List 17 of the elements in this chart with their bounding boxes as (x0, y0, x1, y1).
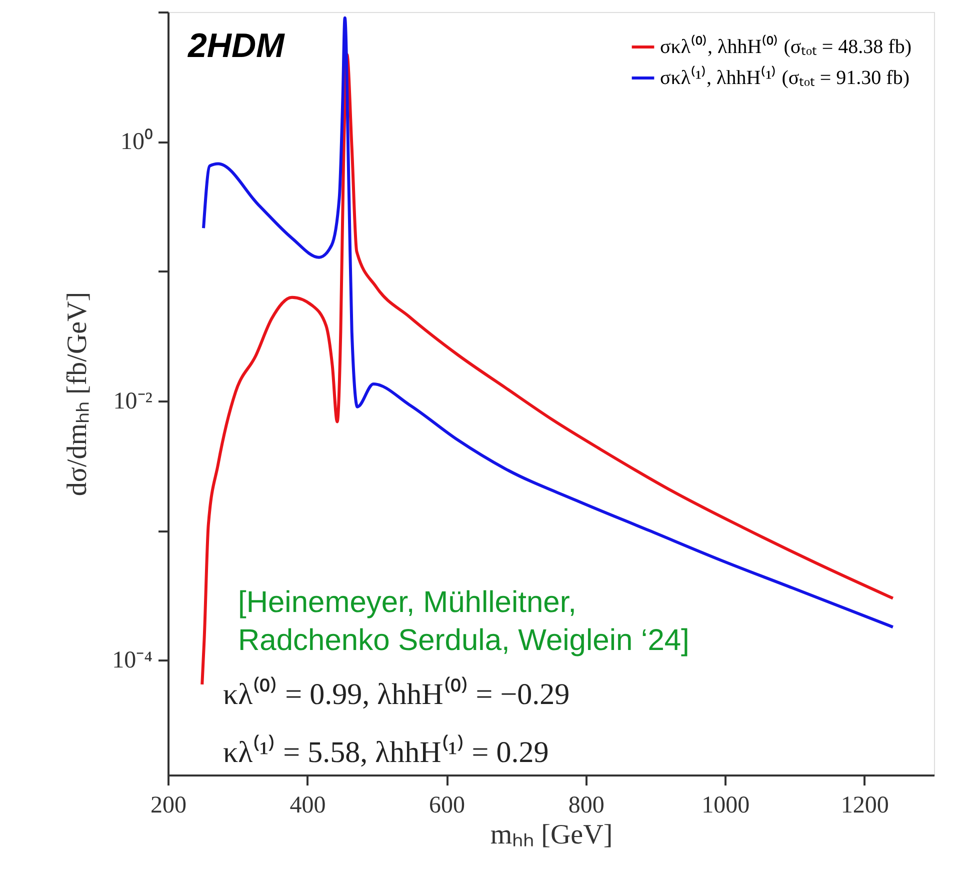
x-tick-label: 200 (150, 792, 186, 818)
y-axis-title: dσ/dmₕₕ [fb/GeV] (62, 292, 94, 496)
x-tick-label: 1000 (702, 792, 750, 818)
annotation: κλ⁽⁰⁾ = 0.99, λhhH⁽⁰⁾ = −0.29 (223, 676, 570, 711)
legend-label: σκλ⁽⁰⁾, λhhH⁽⁰⁾ (σₜₒₜ = 48.38 fb) (660, 34, 912, 58)
x-tick-label: 400 (290, 792, 326, 818)
x-tick-label: 1200 (840, 792, 889, 818)
legend-label: σκλ⁽¹⁾, λhhH⁽¹⁾ (σₜₒₜ = 91.30 fb) (660, 65, 910, 89)
x-axis-title: mₕₕ [GeV] (490, 820, 613, 850)
y-tick-label: 10⁻² (113, 388, 152, 414)
annotation: [Heinemeyer, Mühlleitner, Radchenko Serdula, Weiglein ‘24] (238, 586, 690, 657)
y-tick-label: 10⁰ (120, 128, 152, 156)
annotation: κλ⁽¹⁾ = 5.58, λhhH⁽¹⁾ = 0.29 (223, 734, 549, 769)
annotation: 2HDM (187, 27, 286, 65)
x-tick-label: 600 (429, 792, 466, 818)
x-tick-label: 800 (568, 792, 604, 818)
y-tick-label: 10⁻⁴ (112, 648, 152, 674)
